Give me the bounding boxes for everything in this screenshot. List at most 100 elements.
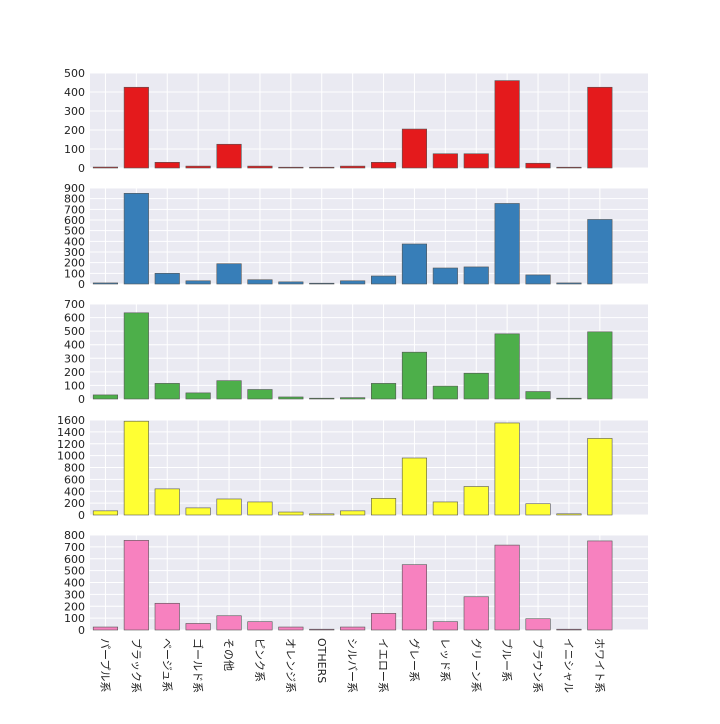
y-tick-label: 100 [64, 612, 85, 625]
bar-1 [92, 282, 118, 285]
bar-17 [587, 331, 613, 400]
y-tick-label: 0 [78, 393, 85, 406]
bar-15 [525, 503, 551, 516]
bar-1 [92, 394, 118, 400]
bar-7 [278, 166, 304, 169]
panel-1: 0 100 200 300 400 500 [64, 67, 648, 175]
x-tick-label: ブルー系 [500, 638, 514, 682]
bar-16 [556, 628, 582, 631]
bar-8 [309, 282, 335, 285]
bar-4 [185, 507, 211, 516]
bar-3 [154, 383, 180, 400]
panel-background [90, 304, 648, 399]
bar-2 [123, 86, 149, 169]
bar-13 [463, 372, 489, 400]
bar-10 [370, 162, 397, 169]
bar-12 [432, 501, 458, 516]
x-tick-label: イエロー系 [377, 638, 390, 693]
bar-14 [494, 333, 520, 400]
y-tick-label: 200 [64, 600, 85, 613]
y-tick-label: 900 [64, 182, 85, 195]
bar-14 [494, 544, 520, 631]
bar-10 [370, 498, 397, 516]
bar-6 [247, 165, 273, 169]
bar-10 [370, 275, 397, 285]
bar-11 [401, 128, 428, 169]
panel-background [90, 73, 648, 168]
bar-2 [123, 312, 149, 400]
y-tick-label: 500 [64, 67, 85, 80]
bar-16 [556, 397, 582, 400]
bar-3 [154, 602, 180, 631]
bar-5 [216, 615, 242, 631]
bar-6 [247, 621, 273, 631]
bar-17 [587, 86, 613, 169]
bar-17 [587, 438, 613, 516]
bar-16 [556, 513, 582, 516]
y-tick-label: 300 [64, 352, 85, 365]
bar-6 [247, 501, 273, 516]
bar-4 [185, 623, 211, 631]
bar-13 [463, 596, 489, 631]
y-tick-label: 0 [78, 278, 85, 291]
bar-15 [525, 274, 551, 285]
y-tick-label: 800 [64, 462, 85, 475]
bar-11 [401, 243, 428, 285]
bar-11 [401, 351, 428, 400]
bar-17 [587, 540, 613, 631]
bar-12 [432, 385, 458, 400]
bar-4 [185, 280, 211, 285]
bar-12 [432, 621, 458, 631]
bar-15 [525, 391, 551, 400]
x-tick-label: ホワイト系 [593, 638, 606, 693]
bar-9 [340, 510, 366, 516]
bar-12 [432, 153, 458, 169]
x-tick-label: レッド系 [438, 638, 451, 682]
x-tick-label: イニシャル [562, 638, 575, 693]
bar-2 [123, 420, 149, 516]
y-tick-label: 1400 [57, 426, 85, 439]
x-axis-labels: パープル系 ブラック系 ベージュ系 ゴールド系 その他 ピンク系 オレンジ系 OTHERS シル… [98, 638, 605, 693]
bar-6 [247, 389, 273, 400]
y-tick-label: 200 [64, 124, 85, 137]
x-tick-label: オレンジ系 [284, 638, 297, 693]
x-tick-label: ブラウン系 [531, 638, 545, 693]
bar-14 [494, 80, 520, 169]
x-tick-label: パープル系 [98, 638, 111, 692]
y-tick-label: 100 [64, 267, 85, 280]
bar-14 [494, 422, 520, 516]
bar-8 [309, 166, 335, 169]
bar-13 [463, 153, 489, 169]
bar-5 [216, 143, 242, 169]
bar-1 [92, 166, 118, 169]
y-tick-label: 500 [64, 325, 85, 338]
bar-15 [525, 162, 551, 169]
y-tick-label: 100 [64, 143, 85, 156]
y-tick-label: 600 [64, 553, 85, 566]
y-tick-label: 0 [78, 509, 85, 522]
x-tick-label: ピンク系 [253, 638, 266, 682]
x-tick-label: ベージュ系 [160, 638, 173, 692]
y-tick-label: 400 [64, 339, 85, 352]
y-tick-label: 200 [64, 257, 85, 270]
bar-8 [309, 397, 335, 400]
y-tick-label: 700 [64, 298, 85, 311]
y-tick-label: 0 [78, 162, 85, 175]
bar-16 [556, 282, 582, 285]
bar-12 [432, 267, 458, 285]
y-tick-label: 1600 [57, 414, 85, 427]
x-tick-label: ブラック系 [129, 638, 143, 693]
x-tick-label: シルバー系 [346, 638, 359, 693]
bar-15 [525, 618, 551, 631]
bar-3 [154, 273, 180, 285]
bar-7 [278, 626, 304, 631]
bar-6 [247, 279, 273, 285]
y-tick-label: 200 [64, 366, 85, 379]
y-tick-label: 500 [64, 225, 85, 238]
bar-14 [494, 203, 520, 285]
y-tick-label: 800 [64, 193, 85, 206]
